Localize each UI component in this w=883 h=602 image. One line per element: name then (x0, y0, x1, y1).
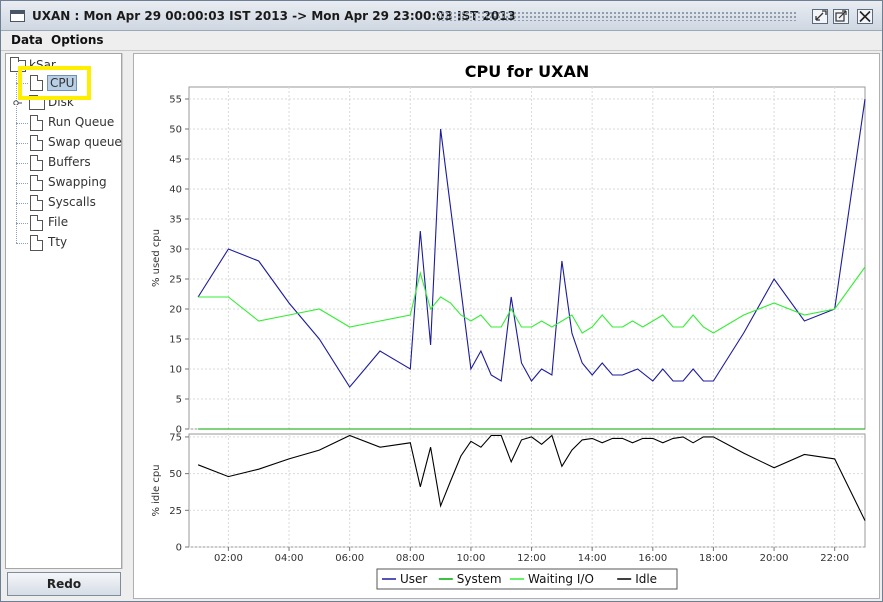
y-tick-label: 45 (169, 155, 182, 166)
maximize-icon (835, 10, 847, 22)
tree-connector (16, 243, 28, 244)
x-tick-label: 02:00 (214, 553, 243, 564)
y-axis-label: % idle cpu (151, 464, 162, 516)
redo-button[interactable]: Redo (7, 572, 121, 596)
tree-item-run-queue[interactable]: Run Queue (6, 113, 121, 133)
tree-item-file[interactable]: File (6, 213, 121, 233)
document-icon (30, 75, 43, 91)
tree-connector (16, 223, 28, 224)
cpu-chart: CPU for UXAN 0 5 10 15 20 25 30 35 40 45 50 55 % used… (151, 62, 866, 590)
restore-icon (815, 10, 827, 21)
document-icon (30, 115, 43, 131)
y-tick-label: 20 (169, 305, 182, 316)
tree-item-label: Swapping (48, 175, 107, 189)
tree-item-syscalls[interactable]: Syscalls (6, 193, 121, 213)
tree-item-label: Tty (48, 235, 68, 249)
tree-item-label: Syscalls (48, 195, 96, 209)
y-tick-label: 30 (169, 245, 182, 256)
tree-item-label: Run Queue (48, 115, 115, 129)
y-tick-label: 25 (169, 275, 182, 286)
window-icon (10, 10, 25, 22)
menu-bar: Data Options (1, 31, 882, 51)
y-tick-label: 0 (176, 543, 182, 554)
tree-connector (16, 183, 28, 184)
legend-label: Idle (635, 572, 657, 586)
tree-connector (16, 203, 28, 204)
x-tick-label: 12:00 (517, 553, 546, 564)
document-icon (30, 135, 43, 151)
series-line-idle (197, 434, 866, 521)
document-icon (30, 155, 43, 171)
tree-connector (16, 163, 28, 164)
legend-label: User (400, 572, 427, 586)
close-icon (859, 10, 871, 23)
chart-panel: CPU for UXAN 0 5 10 15 20 25 30 35 40 45 50 55 % used… (133, 53, 880, 599)
x-tick-label: 20:00 (760, 553, 789, 564)
y-tick-label: 10 (169, 365, 182, 376)
tree-item-cpu[interactable]: CPU (6, 73, 121, 93)
y-tick-label: 55 (169, 95, 182, 106)
y-tick-label: 25 (169, 506, 182, 517)
document-icon (30, 215, 43, 231)
y-tick-label: 40 (169, 185, 182, 196)
tree-connector (16, 143, 28, 144)
series-line-waiting-i-o (198, 266, 866, 334)
tree-item-swapping[interactable]: Swapping (6, 173, 121, 193)
close-button[interactable] (857, 9, 873, 24)
window-title: UXAN : Mon Apr 29 00:00:03 IST 2013 -> M… (32, 9, 516, 23)
tree-connector (16, 83, 28, 84)
x-tick-label: 22:00 (820, 553, 849, 564)
title-bar[interactable]: UXAN : Mon Apr 29 00:00:03 IST 2013 -> M… (1, 1, 882, 31)
tree-item-swap-queue[interactable]: Swap queue (6, 133, 122, 153)
x-tick-label: 04:00 (275, 553, 304, 564)
title-grip (437, 11, 797, 21)
y-axis-label: % used cpu (151, 229, 162, 287)
plot-area (188, 433, 866, 548)
document-icon (30, 195, 43, 211)
y-tick-label: 75 (169, 432, 182, 443)
restore-button[interactable] (812, 9, 828, 24)
y-tick-label: 50 (169, 125, 182, 136)
document-icon (30, 235, 43, 251)
maximize-button[interactable] (833, 9, 849, 24)
document-icon (30, 175, 43, 191)
tree-splitter[interactable] (122, 53, 131, 569)
x-tick-label: 14:00 (578, 553, 607, 564)
tree-item-tty[interactable]: Tty (6, 233, 121, 253)
legend-label: Waiting I/O (528, 572, 594, 586)
x-tick-label: 16:00 (638, 553, 667, 564)
x-tick-label: 10:00 (457, 553, 486, 564)
series-line-user (197, 98, 866, 388)
selection-highlight (18, 66, 91, 100)
y-tick-label: 50 (169, 469, 182, 480)
x-tick-label: 08:00 (396, 553, 425, 564)
tree-item-label: Buffers (48, 155, 91, 169)
legend-label: System (457, 572, 502, 586)
tree-guide-line (16, 73, 17, 243)
y-tick-label: 5 (176, 395, 182, 406)
tree-connector (16, 123, 28, 124)
tree-item-label: Swap queue (48, 135, 122, 149)
tree-item-label: File (48, 215, 69, 229)
menu-options[interactable]: Options (51, 33, 104, 47)
x-tick-label: 18:00 (699, 553, 728, 564)
tree-panel[interactable]: kSar CPU Disk Run Queue Swap queue (5, 53, 122, 569)
y-tick-label: 35 (169, 215, 182, 226)
y-tick-label: 0 (176, 425, 182, 436)
plot-area (188, 86, 866, 430)
y-tick-label: 15 (169, 335, 182, 346)
x-tick-label: 06:00 (335, 553, 364, 564)
menu-data[interactable]: Data (11, 33, 43, 47)
legend-box (376, 568, 678, 590)
expand-key-icon[interactable] (13, 100, 22, 105)
tree-item-label: CPU (47, 75, 78, 91)
chart-title: CPU for UXAN (465, 62, 590, 81)
tree-item-buffers[interactable]: Buffers (6, 153, 121, 173)
